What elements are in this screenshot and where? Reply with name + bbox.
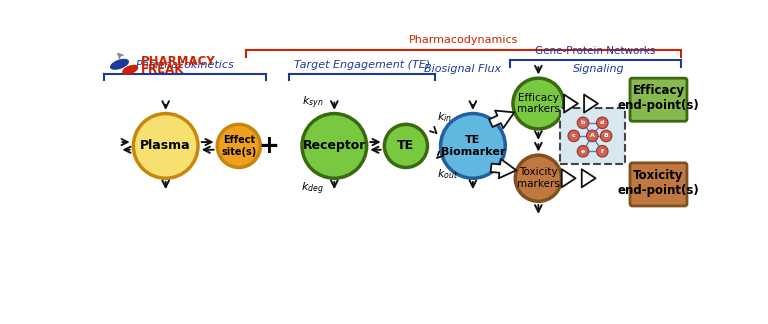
- Circle shape: [601, 130, 612, 142]
- Circle shape: [217, 124, 260, 168]
- Circle shape: [578, 145, 589, 157]
- Text: A: A: [590, 133, 594, 138]
- Text: d: d: [600, 120, 604, 125]
- Text: Toxicity
markers: Toxicity markers: [517, 168, 560, 189]
- Circle shape: [597, 145, 608, 157]
- Text: +: +: [258, 134, 280, 158]
- Text: e: e: [581, 149, 585, 154]
- Text: Effect
site(s): Effect site(s): [221, 135, 257, 157]
- Text: b: b: [581, 120, 585, 125]
- Circle shape: [302, 114, 366, 178]
- Text: $k_{in}$: $k_{in}$: [437, 110, 452, 124]
- FancyArrowPatch shape: [491, 159, 516, 178]
- Text: PHARMACY: PHARMACY: [141, 55, 216, 68]
- Text: c: c: [572, 133, 576, 138]
- Text: $k_{syn}$: $k_{syn}$: [302, 95, 323, 111]
- Circle shape: [384, 124, 428, 168]
- Text: $k_{deg}$: $k_{deg}$: [301, 181, 323, 197]
- FancyArrowPatch shape: [564, 95, 578, 112]
- Circle shape: [597, 117, 608, 129]
- Text: f: f: [601, 149, 604, 154]
- Ellipse shape: [122, 65, 138, 75]
- Circle shape: [568, 130, 580, 142]
- Text: Efficacy
markers: Efficacy markers: [517, 93, 560, 114]
- FancyBboxPatch shape: [560, 108, 625, 164]
- Text: FREAK: FREAK: [141, 63, 184, 76]
- Text: Pharmacokinetics: Pharmacokinetics: [136, 61, 234, 70]
- FancyArrowPatch shape: [581, 169, 596, 187]
- Text: TE
Biomarker: TE Biomarker: [441, 135, 505, 157]
- Text: Toxicity
end-point(s): Toxicity end-point(s): [617, 169, 700, 197]
- Text: Signaling: Signaling: [574, 64, 625, 74]
- FancyArrowPatch shape: [561, 169, 576, 187]
- Circle shape: [513, 78, 564, 129]
- FancyArrowPatch shape: [584, 95, 598, 112]
- Circle shape: [578, 117, 589, 129]
- Circle shape: [134, 114, 198, 178]
- Circle shape: [587, 130, 598, 142]
- FancyBboxPatch shape: [630, 163, 687, 206]
- Text: Receptor: Receptor: [303, 139, 366, 152]
- Circle shape: [515, 155, 561, 201]
- Text: Efficacy
end-point(s): Efficacy end-point(s): [617, 84, 700, 112]
- FancyArrowPatch shape: [489, 110, 515, 128]
- Ellipse shape: [110, 59, 129, 70]
- Circle shape: [441, 114, 505, 178]
- FancyBboxPatch shape: [630, 78, 687, 121]
- Text: $k_{out}$: $k_{out}$: [437, 168, 458, 181]
- Text: Pharmacodynamics: Pharmacodynamics: [409, 35, 518, 45]
- Text: Biosignal Flux: Biosignal Flux: [424, 64, 501, 74]
- Text: TE: TE: [397, 139, 415, 152]
- Text: Gene-Protein Networks: Gene-Protein Networks: [535, 46, 656, 56]
- Text: B: B: [604, 133, 608, 138]
- Text: Target Engagement (TE): Target Engagement (TE): [294, 61, 430, 70]
- Text: Plasma: Plasma: [141, 139, 191, 152]
